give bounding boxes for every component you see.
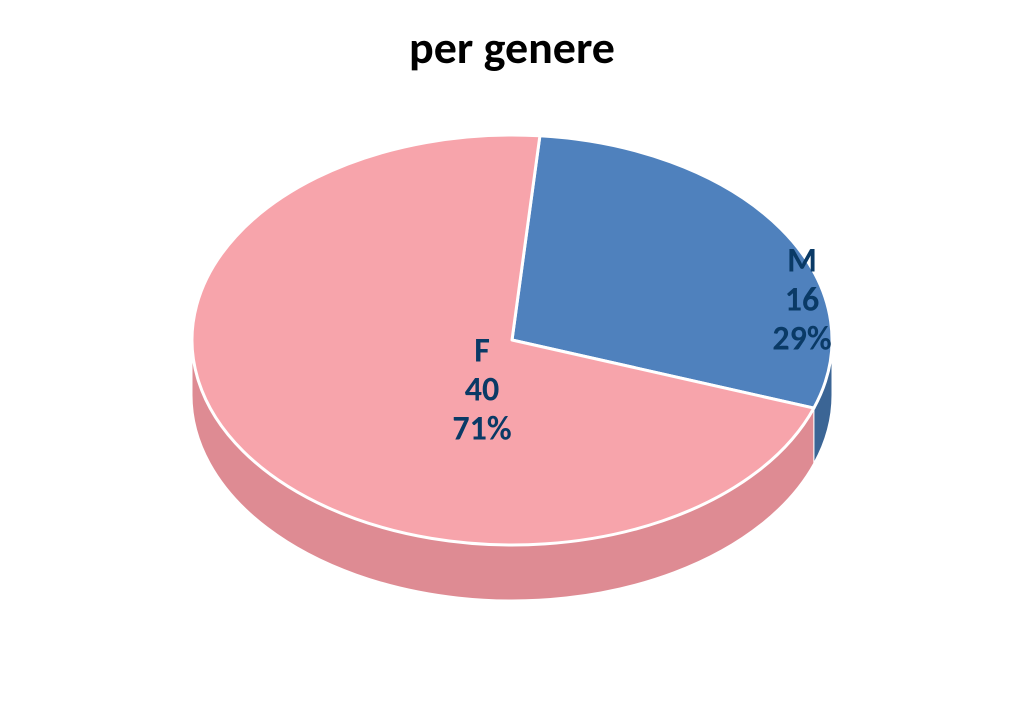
slice-label-line: 29% — [772, 319, 831, 360]
pie-3d-svg — [162, 110, 862, 670]
slice-label-line: 16 — [785, 279, 819, 320]
slice-label-line: 40 — [465, 369, 499, 410]
slice-label-line: M — [787, 240, 817, 281]
pie-3d-wrap: M 16 29% F 40 71% — [162, 110, 862, 670]
slice-label-m: M 16 29% — [772, 241, 831, 358]
chart-title: per genere — [0, 20, 1024, 76]
chart-container: per genere M 16 29% F 40 71% — [0, 0, 1024, 701]
slice-label-line: 71% — [452, 409, 511, 450]
slice-label-line: F — [474, 330, 490, 371]
slice-label-f: F 40 71% — [452, 331, 511, 448]
